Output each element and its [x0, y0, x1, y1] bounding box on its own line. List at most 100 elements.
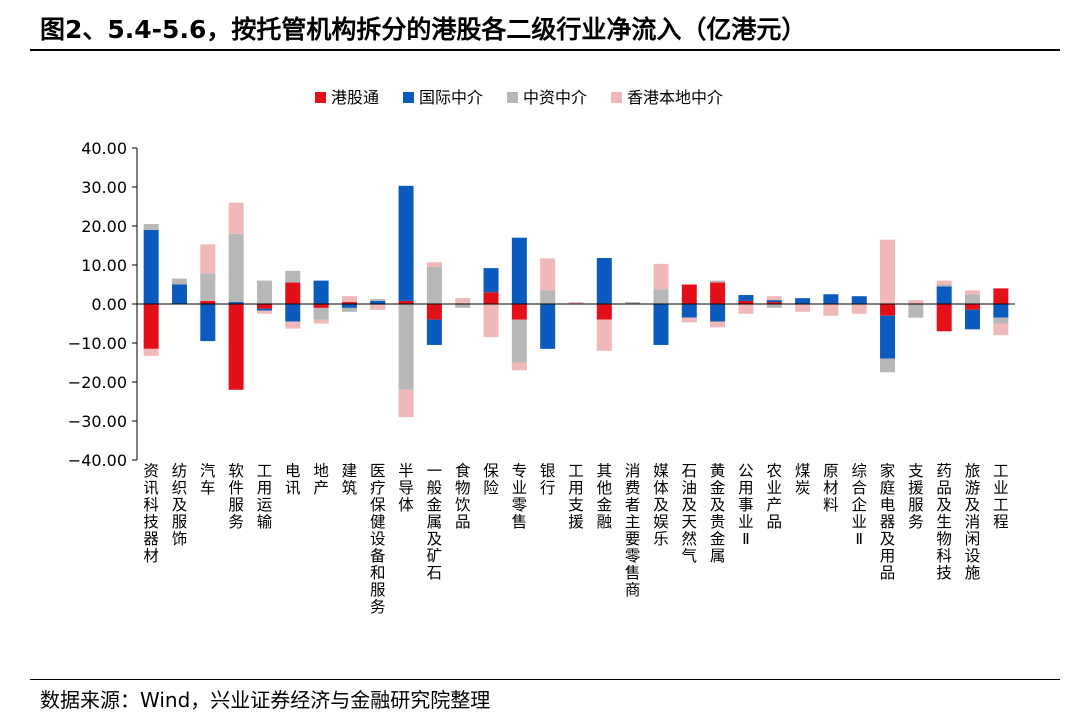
bar-segment	[993, 304, 1009, 318]
legend-swatch	[403, 92, 414, 103]
bar-segment	[426, 266, 442, 304]
legend-item: 香港本地中介	[611, 88, 723, 107]
category-label: 旅游及消闲设施	[965, 462, 981, 582]
category-labels: 资讯科技器材纺织及服饰汽车软件服务工用运输电讯地产建筑医疗保健设备和服务半导体一…	[143, 462, 1008, 616]
bar-segment	[851, 296, 867, 304]
legend-label: 国际中介	[419, 88, 483, 107]
category-label: 一般金属及矿石	[427, 462, 443, 582]
bar-segment	[285, 270, 301, 283]
bar-segment	[228, 302, 244, 304]
category-label: 医疗保健设备和服务	[370, 462, 386, 616]
category-label: 工用运输	[257, 462, 273, 531]
bar-segment	[143, 229, 159, 304]
legend-swatch	[507, 92, 518, 103]
stacked-bar-chart: 港股通 国际中介 中资中介 香港本地中介 40.00 30.00 20.00 10.00 0.…	[68, 88, 1015, 616]
category-label: 其他金融	[597, 462, 613, 531]
bar-segment	[766, 302, 782, 304]
legend-label: 中资中介	[523, 88, 587, 107]
bar-segment	[965, 309, 981, 330]
bar-segment	[143, 224, 159, 230]
page-title: 图2、5.4-5.6，按托管机构拆分的港股各二级行业净流入（亿港元）	[40, 15, 807, 44]
bar-segment	[398, 185, 414, 301]
bar-segment	[908, 300, 924, 304]
bar-segment	[540, 304, 556, 349]
bar-segment	[313, 280, 329, 304]
bar-segment	[795, 304, 811, 312]
legend-label: 香港本地中介	[627, 88, 723, 107]
legend-label: 港股通	[331, 88, 379, 107]
bar-segment	[200, 300, 216, 304]
bar-segment	[568, 302, 584, 304]
bar-segment	[710, 282, 726, 304]
bar-segment	[738, 304, 754, 314]
bar-segment	[341, 296, 357, 303]
bar-segment	[285, 304, 301, 322]
bar-segment	[256, 310, 272, 314]
category-label: 煤炭	[795, 462, 811, 497]
bar-segment	[851, 304, 867, 314]
bar-segment	[596, 319, 612, 351]
category-label: 地产	[313, 462, 329, 497]
bar-segment	[483, 304, 499, 338]
bar-segment	[285, 321, 301, 329]
y-tick-label: 30.00	[81, 178, 127, 197]
category-label: 资讯科技器材	[143, 462, 159, 565]
category-label: 媒体及娱乐	[653, 462, 669, 548]
legend-item: 港股通	[315, 88, 379, 107]
bar-segment	[200, 244, 216, 274]
bar-segment	[511, 362, 527, 371]
bar-segment	[993, 317, 1009, 324]
bar-segment	[965, 290, 981, 295]
bar-segment	[313, 319, 329, 324]
bar-segment	[653, 263, 669, 290]
category-label: 公用事业 Ⅱ	[738, 462, 754, 548]
bar-segment	[200, 273, 216, 301]
bar-segment	[681, 284, 697, 304]
y-tick-label: 40.00	[81, 139, 127, 158]
category-label: 消费者主要零售商	[625, 462, 641, 599]
legend-swatch	[315, 92, 326, 103]
category-label: 综合企业 Ⅱ	[851, 462, 867, 548]
category-label: 黄金及贵金属	[710, 462, 726, 565]
bar-segment	[483, 292, 499, 304]
category-label: 半导体	[398, 462, 414, 514]
bar-segment	[398, 300, 414, 304]
category-label: 食物饮品	[455, 462, 471, 531]
bar-segment	[936, 304, 952, 332]
category-label: 工业工程	[993, 462, 1009, 531]
legend-swatch	[611, 92, 622, 103]
y-tick-label: 20.00	[81, 217, 127, 236]
y-axis: 40.00 30.00 20.00 10.00 0.00 −10.00 −20.00 −30.…	[68, 139, 138, 470]
bar-segment	[256, 280, 272, 304]
bar-segment	[823, 304, 839, 316]
category-label: 家庭电器及用品	[880, 462, 896, 582]
bar-segment	[823, 294, 839, 304]
bar-segment	[993, 288, 1009, 304]
bar-segment	[256, 304, 272, 309]
bar-segment	[710, 280, 726, 283]
bar-segment	[710, 321, 726, 328]
bar-segment	[426, 319, 442, 345]
category-label: 电讯	[285, 462, 301, 497]
y-tick-label: −40.00	[68, 451, 127, 470]
bar-segment	[908, 304, 924, 318]
bar-segment	[511, 319, 527, 363]
bar-segment	[880, 358, 896, 373]
bar-segment	[398, 304, 414, 390]
category-label: 工用支援	[568, 462, 584, 531]
bar-segment	[880, 239, 896, 304]
bar-segment	[228, 202, 244, 234]
bar-segment	[200, 304, 216, 342]
y-tick-label: −20.00	[68, 373, 127, 392]
bar-segment	[511, 304, 527, 320]
category-label: 原材料	[823, 462, 839, 514]
bar-segment	[370, 298, 386, 301]
bar-segment	[880, 304, 896, 316]
category-label: 建筑	[342, 462, 358, 497]
bar-segment	[171, 278, 187, 285]
bar-segment	[766, 304, 782, 308]
bar-segment	[936, 286, 952, 304]
bar-segment	[738, 300, 754, 304]
category-label: 汽车	[200, 462, 216, 497]
bar-segment	[936, 284, 952, 287]
